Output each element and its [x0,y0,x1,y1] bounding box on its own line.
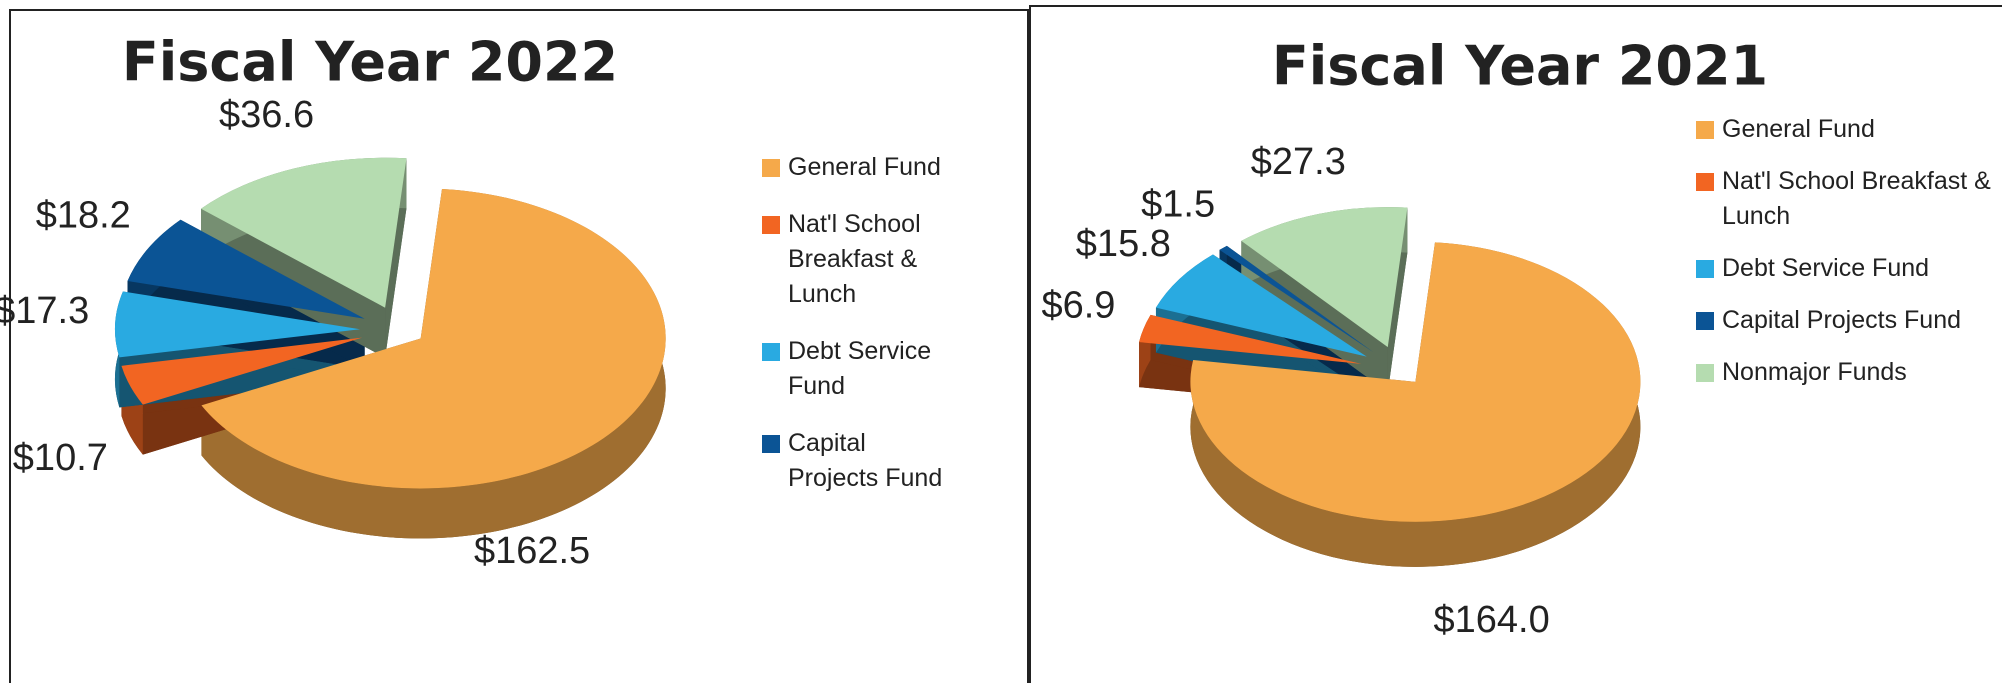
value-label: $27.3 [1251,141,1346,183]
pie-slice [1190,242,1641,522]
legend-swatch [762,159,780,177]
pie-slice [1241,207,1408,348]
value-label: $36.6 [219,94,314,136]
pie-slice [121,337,363,405]
panel-border [1029,5,2002,683]
legend-label: Nat'l School Breakfast & Lunch [1722,167,1991,230]
pie-slice [201,189,666,489]
slice-tops [1139,207,1641,522]
legend-label: Capital Projects Fund [1722,306,1962,334]
legend-swatch [1696,121,1714,139]
slice-cut [1241,240,1388,393]
legend-label: Nat'l School Breakfast & Lunch [788,210,921,308]
slice-tops [115,157,666,489]
legend-swatch [1696,173,1714,191]
legend-swatch [762,435,780,453]
legend-label: General Fund [1722,115,1875,143]
legend-label: General Fund [788,153,941,181]
chart-title: Fiscal Year 2021 [1272,35,1768,98]
value-label: $1.5 [1141,184,1215,226]
value-label: $162.5 [474,530,590,572]
legend-item: Capital Projects Fund [762,426,958,496]
value-label: $17.3 [0,290,89,332]
legend-label: Capital Projects Fund [788,429,943,492]
slice-cut [1387,207,1408,393]
legend-item: Nat'l School Breakfast & Lunch [762,207,958,312]
legend-item: General Fund [762,150,958,185]
value-label: $6.9 [1041,285,1115,327]
value-label: $164.0 [1433,599,1549,641]
chart-title: Fiscal Year 2022 [122,31,618,94]
legend-swatch [1696,260,1714,278]
legend-item: General Fund [1696,112,2002,147]
legend-swatch [1696,364,1714,382]
panel-border [9,9,1029,683]
legend: General Fund Nat'l School Breakfast & Lun… [762,150,958,518]
legend-label: Nonmajor Funds [1722,358,1907,386]
legend: General Fund Nat'l School Breakfast & Lun… [1696,112,2002,407]
legend-item: Nonmajor Funds [1696,355,2002,390]
legend-swatch [762,343,780,361]
pie-slice [1219,245,1374,353]
legend-item: Debt Service Fund [1696,251,2002,286]
pie-slice [1139,314,1362,364]
value-label: $15.8 [1076,223,1171,265]
pie-slice [127,219,365,319]
legend-item: Nat'l School Breakfast & Lunch [1696,164,2002,234]
pie-slice [115,291,361,358]
pie-slice [1155,254,1367,357]
value-label: $10.7 [13,437,108,479]
slice-cut [385,158,407,358]
value-label: $18.2 [36,194,131,236]
legend-swatch [762,216,780,234]
legend-item: Debt Service Fund [762,334,958,404]
legend-swatch [1696,312,1714,330]
legend-label: Debt Service Fund [788,337,932,400]
legend-label: Debt Service Fund [1722,254,1930,282]
pie-slice [201,157,407,308]
legend-item: Capital Projects Fund [1696,303,2002,338]
